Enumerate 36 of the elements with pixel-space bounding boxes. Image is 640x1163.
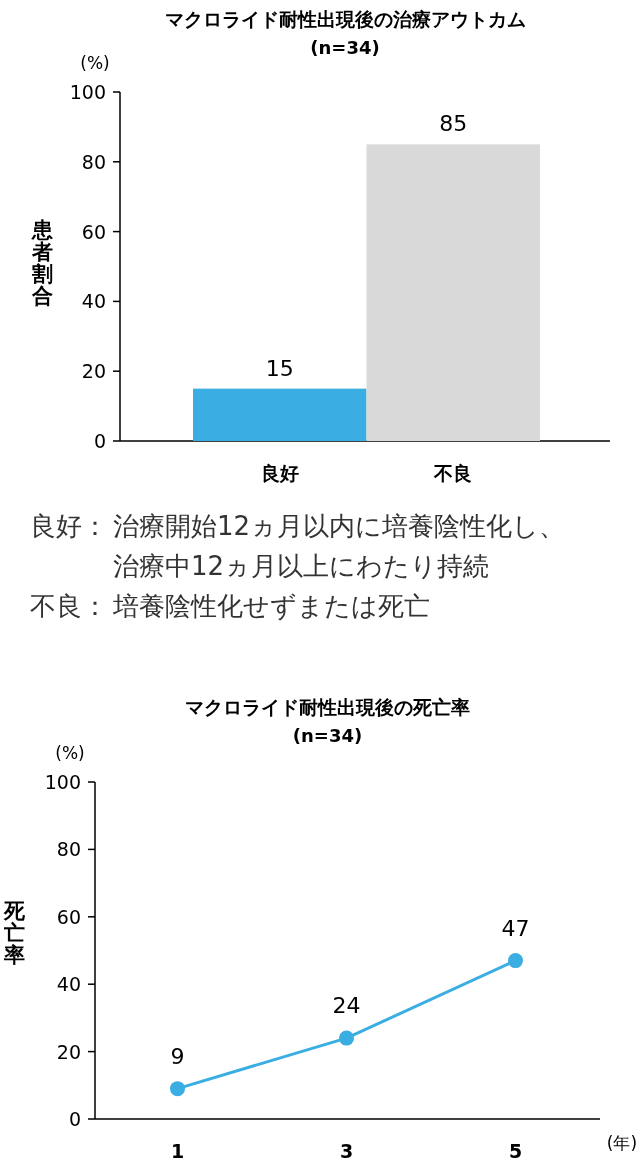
chart-title: マクロライド耐性出現後の死亡率 xyxy=(185,696,470,718)
x-tick-label: 3 xyxy=(339,1140,354,1162)
y-tick-label: 40 xyxy=(81,290,106,313)
x-tick-label: 1 xyxy=(170,1140,185,1162)
point xyxy=(508,953,523,969)
y-axis-title: 死亡率 xyxy=(2,899,26,967)
y-tick-label: 100 xyxy=(44,771,81,793)
data-label: 15 xyxy=(265,355,294,381)
y-tick-label: 80 xyxy=(56,838,81,861)
x-tick-label: 不良 xyxy=(433,462,473,484)
y-tick-label: 20 xyxy=(56,1040,81,1063)
y-tick-label: 100 xyxy=(69,81,106,103)
chart-subtitle: (n=34) xyxy=(310,37,380,58)
text: (%) xyxy=(55,743,85,763)
data-label: 47 xyxy=(501,915,530,941)
text: (%) xyxy=(80,53,110,73)
x-tick-label: 良好 xyxy=(260,462,299,484)
y-tick-label: 80 xyxy=(81,150,106,173)
x-axis-title: (年) xyxy=(606,1133,638,1153)
chart-subtitle: (n=34) xyxy=(292,725,363,746)
data-label: 24 xyxy=(332,993,361,1019)
text: 不良：培養陰性化せずまたは死亡 xyxy=(30,591,430,621)
x-tick-label: 5 xyxy=(508,1140,523,1162)
data-label: 85 xyxy=(439,111,468,137)
data-label: 9 xyxy=(170,1043,185,1069)
point xyxy=(339,1030,354,1046)
point xyxy=(170,1081,185,1097)
y-tick-label: 20 xyxy=(81,360,106,383)
y-tick-label: 0 xyxy=(68,1108,81,1130)
chart-title: マクロライド耐性出現後の治療アウトカム xyxy=(164,8,526,30)
y-tick-label: 0 xyxy=(93,430,106,452)
y-axis-title: 患者割合 xyxy=(30,218,54,308)
y-tick-label: 60 xyxy=(56,905,81,928)
y-tick-label: 60 xyxy=(81,220,106,243)
text: 良好：治療開始12ヵ月以内に培養陰性化し、治療中12ヵ月以上にわたり持続 xyxy=(30,511,566,581)
y-tick-label: 40 xyxy=(56,973,81,996)
